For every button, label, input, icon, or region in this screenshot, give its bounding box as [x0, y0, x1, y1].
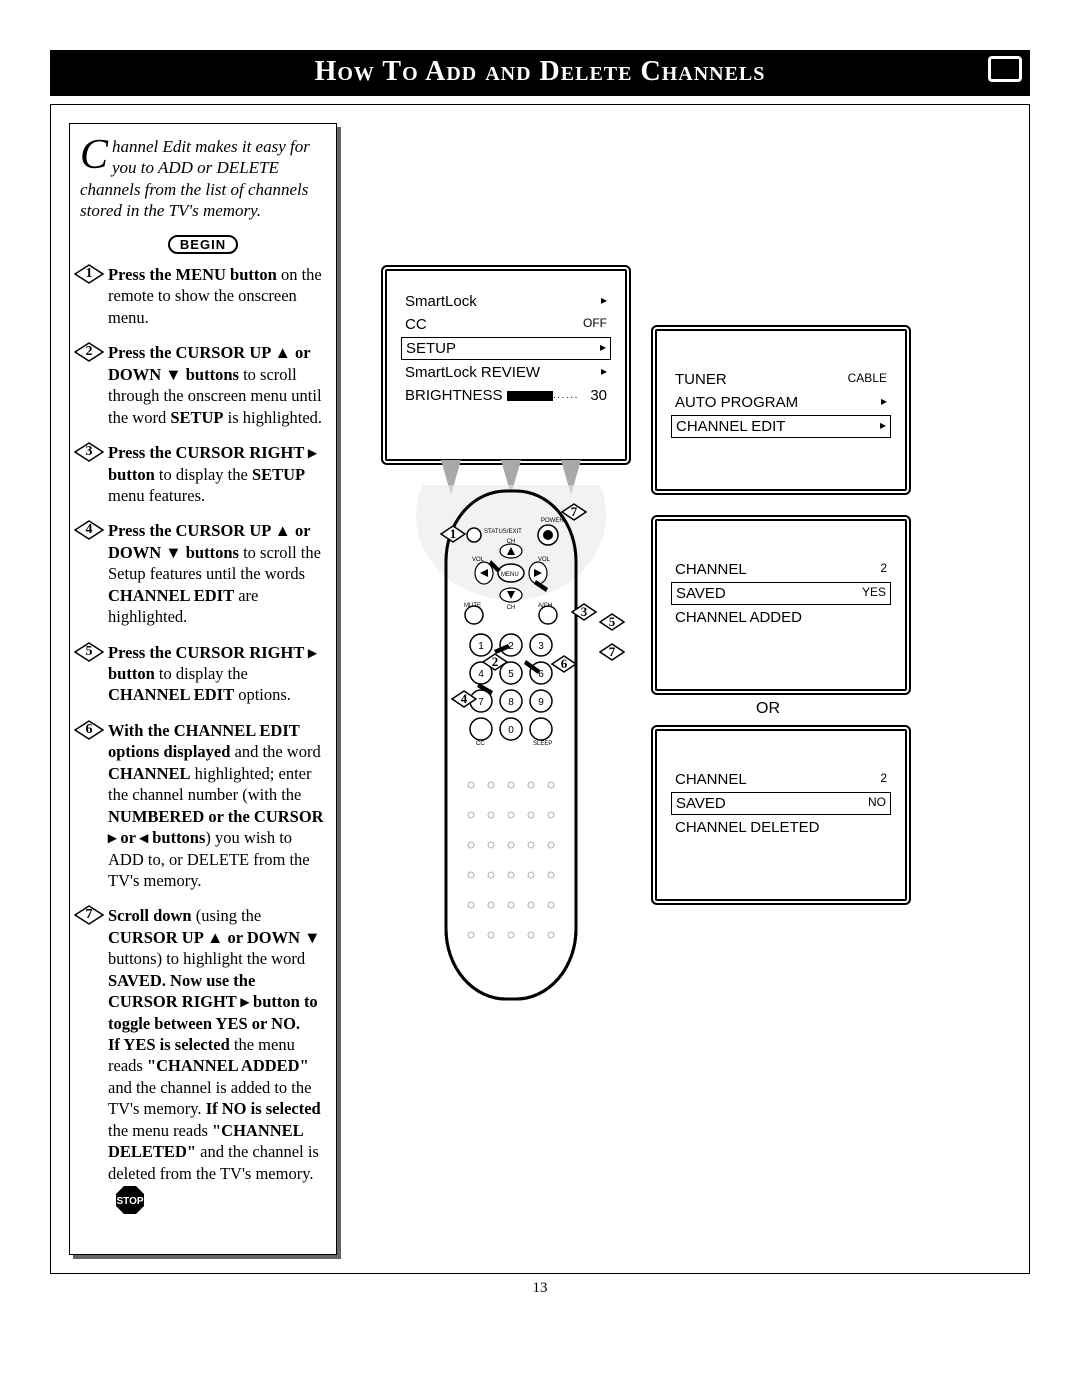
content-frame: Channel Edit makes it easy for you to AD…: [50, 104, 1030, 1274]
osd-menu-channel-added: CHANNEL2SAVEDYESCHANNEL ADDED: [651, 515, 911, 695]
svg-text:CC: CC: [476, 741, 485, 747]
svg-text:5: 5: [508, 669, 514, 680]
svg-text:MUTE: MUTE: [464, 603, 481, 609]
stop-icon: STOP: [114, 1184, 146, 1221]
step-number-icon: 3: [74, 442, 104, 462]
step-number-icon: 5: [74, 642, 104, 662]
osd-row: SETUP▸: [401, 337, 611, 360]
osd-row: AUTO PROGRAM▸: [671, 392, 891, 413]
step-number-icon: 6: [74, 720, 104, 740]
svg-text:SLEEP: SLEEP: [533, 741, 552, 747]
step-6: 6With the CHANNEL EDIT options displayed…: [80, 720, 326, 892]
begin-label: BEGIN: [80, 235, 326, 254]
osd-row: SAVEDNO: [671, 792, 891, 815]
diagram-area: SmartLock▸CCOFFSETUP▸SmartLock REVIEW▸BR…: [351, 105, 1029, 1273]
step-number-icon: 7: [74, 905, 104, 925]
osd-row: CHANNEL EDIT▸: [671, 415, 891, 438]
tv-icon: [988, 56, 1022, 82]
svg-text:STOP: STOP: [116, 1196, 143, 1207]
page-title: How To Add and Delete Channels: [315, 56, 766, 87]
step-5: 5Press the CURSOR RIGHT ▸ button to disp…: [80, 642, 326, 706]
page-number: 13: [50, 1280, 1030, 1297]
svg-text:7: 7: [478, 697, 484, 708]
remote-diagram: STATUS/EXIT POWER MENU VOL VOL CH: [396, 485, 626, 1005]
dropcap: C: [80, 136, 112, 174]
step-7: 7Scroll down (using the CURSOR UP ▲ or D…: [80, 905, 326, 1221]
osd-menu-main: SmartLock▸CCOFFSETUP▸SmartLock REVIEW▸BR…: [381, 265, 631, 465]
osd-row: CHANNEL DELETED: [671, 817, 891, 838]
title-bar: How To Add and Delete Channels: [50, 50, 1030, 96]
osd-row: CHANNEL2: [671, 769, 891, 790]
osd-menu-channel-deleted: CHANNEL2SAVEDNOCHANNEL DELETED: [651, 725, 911, 905]
svg-text:1: 1: [478, 641, 484, 652]
osd-menu-setup: TUNERCABLEAUTO PROGRAM▸CHANNEL EDIT▸: [651, 325, 911, 495]
step-number-icon: 1: [74, 264, 104, 284]
svg-text:9: 9: [538, 697, 544, 708]
osd-row: SmartLock▸: [401, 291, 611, 312]
osd-row: SAVEDYES: [671, 582, 891, 605]
step-number-icon: 2: [74, 342, 104, 362]
osd-row: CHANNEL ADDED: [671, 607, 891, 628]
svg-text:VOL: VOL: [538, 557, 551, 563]
osd-row: CCOFF: [401, 314, 611, 335]
step-3: 3Press the CURSOR RIGHT ▸ button to disp…: [80, 442, 326, 506]
step-2: 2Press the CURSOR UP ▲ or DOWN ▼ buttons…: [80, 342, 326, 428]
osd-row: CHANNEL2: [671, 559, 891, 580]
svg-text:8: 8: [508, 697, 514, 708]
svg-text:STATUS/EXIT: STATUS/EXIT: [484, 529, 522, 535]
svg-text:0: 0: [508, 725, 514, 736]
svg-text:CH: CH: [507, 605, 516, 611]
osd-row: SmartLock REVIEW▸: [401, 362, 611, 383]
instructions-box: Channel Edit makes it easy for you to AD…: [69, 123, 337, 1255]
svg-text:MENU: MENU: [501, 572, 519, 578]
intro-text: Channel Edit makes it easy for you to AD…: [80, 136, 326, 221]
step-4: 4Press the CURSOR UP ▲ or DOWN ▼ buttons…: [80, 520, 326, 627]
step-number-icon: 4: [74, 520, 104, 540]
osd-row: TUNERCABLE: [671, 369, 891, 390]
or-label: OR: [756, 700, 780, 718]
osd-row: BRIGHTNESS ······30: [401, 385, 611, 406]
svg-text:CH: CH: [507, 539, 516, 545]
step-1: 1Press the MENU button on the remote to …: [80, 264, 326, 328]
svg-text:3: 3: [538, 641, 544, 652]
svg-text:A/CH: A/CH: [538, 603, 552, 609]
svg-text:VOL: VOL: [472, 557, 485, 563]
